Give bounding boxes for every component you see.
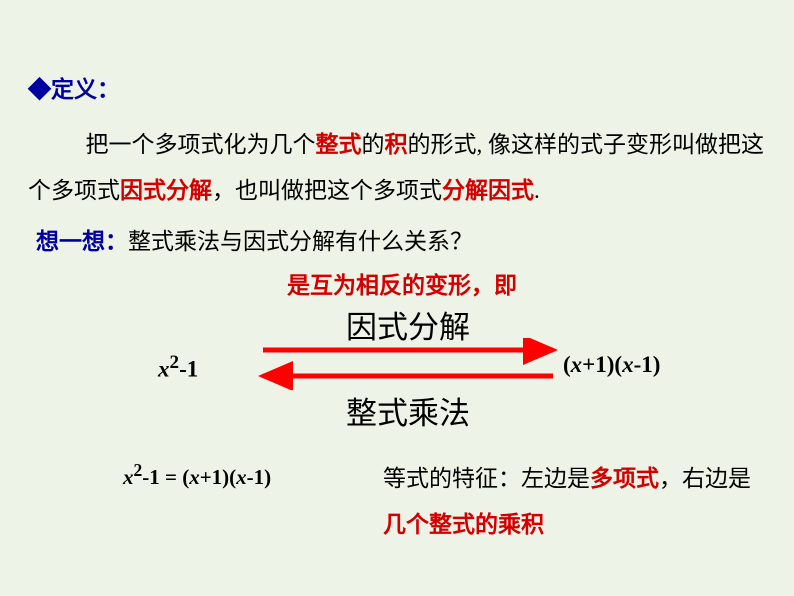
- eq-tail: -1 =: [142, 465, 182, 489]
- equation: x2-1 = (x+1)(x-1): [123, 460, 271, 490]
- left-var: x: [158, 357, 170, 382]
- eq-var: x: [123, 465, 134, 489]
- def-t5: .: [534, 178, 540, 203]
- diagram-bottom-label: 整式乘法: [283, 388, 533, 433]
- arrows-svg: [253, 338, 563, 390]
- think-label: 想一想：: [36, 229, 128, 254]
- think-line: 想一想：整式乘法与因式分解有什么关系？: [36, 222, 766, 256]
- def-h1: 整式: [316, 132, 362, 157]
- feature-text: 等式的特征：左边是多项式，右边是几个整式的乘积: [383, 456, 793, 548]
- relation-diagram: 因式分解 x2-1 (x+1)(x-1) 整式乘法: [28, 302, 766, 432]
- def-t4: ，也叫做把这个多项式: [212, 178, 442, 203]
- eq-x2: x: [236, 465, 247, 489]
- diagram-left-expr: x2-1: [158, 352, 198, 383]
- feat-h2: 几个整式的乘积: [383, 512, 544, 537]
- def-h2: 积: [385, 132, 408, 157]
- definition-paragraph: 把一个多项式化为几个整式的积的形式, 像这样的式子变形叫做把这个多项式因式分解，…: [28, 122, 766, 214]
- feat-t2: ，右边是: [659, 466, 751, 491]
- def-h3: 因式分解: [120, 178, 212, 203]
- rx1: x: [571, 352, 583, 377]
- feat-t1: 等式的特征：左边是: [383, 466, 590, 491]
- feat-h1: 多项式: [590, 466, 659, 491]
- think-question: 整式乘法与因式分解有什么关系？: [128, 229, 473, 254]
- definition-heading: ◆定义：: [28, 70, 766, 104]
- eq-x1: x: [189, 465, 200, 489]
- left-tail: -1: [179, 357, 198, 382]
- answer-line: 是互为相反的变形，即: [28, 266, 766, 300]
- def-t2: 的: [362, 132, 385, 157]
- rx2: x: [622, 352, 634, 377]
- def-h4: 分解因式: [442, 178, 534, 203]
- heading-text: 定义：: [51, 77, 120, 102]
- def-t1: 把一个多项式化为几个: [86, 132, 316, 157]
- left-sup: 2: [170, 352, 180, 373]
- diagram-right-expr: (x+1)(x-1): [563, 352, 660, 378]
- eq-sup: 2: [134, 460, 143, 480]
- heading-bullet: ◆: [28, 77, 51, 102]
